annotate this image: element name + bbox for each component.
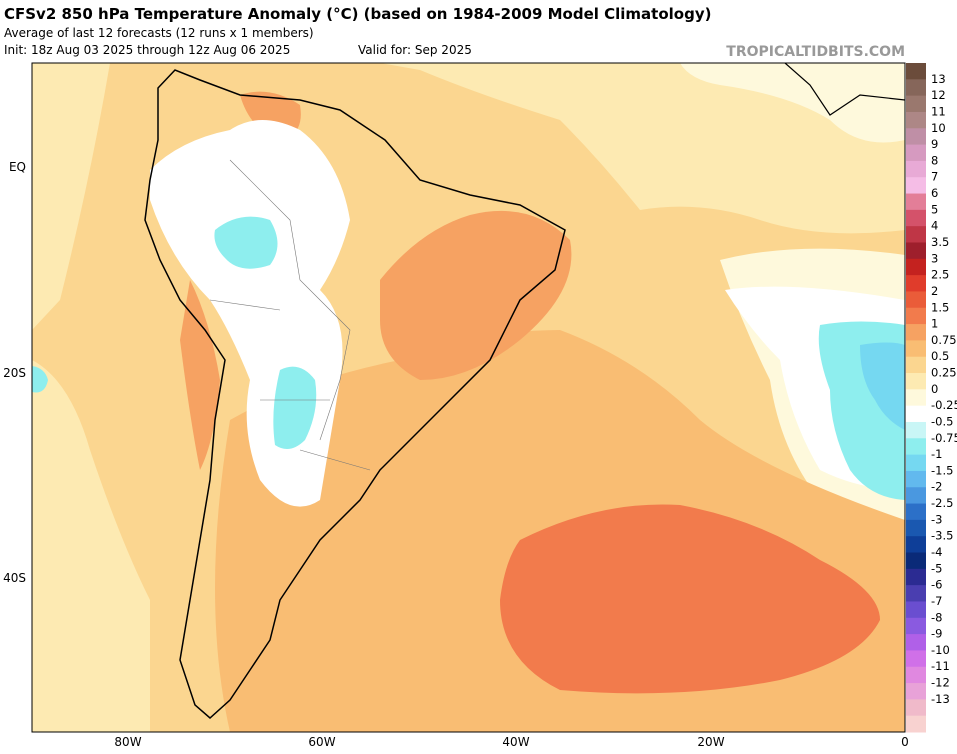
x-axis-label: 0 xyxy=(901,735,909,749)
colorbar-label: 6 xyxy=(931,186,938,200)
colorbar-swatch xyxy=(906,568,926,586)
colorbar-swatch xyxy=(906,421,926,439)
colorbar-label: 7 xyxy=(931,170,938,184)
colorbar-swatch xyxy=(906,307,926,325)
colorbar-label: -4 xyxy=(931,545,942,559)
colorbar-swatch xyxy=(906,209,926,227)
colorbar-swatch xyxy=(906,438,926,456)
colorbar-swatch xyxy=(906,356,926,374)
colorbar-swatch xyxy=(906,291,926,309)
map-frame xyxy=(31,62,906,733)
colorbar-swatch xyxy=(906,585,926,602)
colorbar-label: 5 xyxy=(931,202,938,216)
y-axis-label: 40S xyxy=(3,571,26,585)
colorbar-swatch xyxy=(906,634,926,651)
colorbar-swatch xyxy=(906,324,926,341)
colorbar-swatch xyxy=(906,683,926,700)
colorbar-label: -13 xyxy=(931,692,950,706)
colorbar-swatch xyxy=(906,63,926,80)
colorbar-label: -2 xyxy=(931,480,942,494)
colorbar-label: -0.5 xyxy=(931,414,953,428)
colorbar-label: 1.5 xyxy=(931,300,949,314)
colorbar-swatch xyxy=(906,340,926,358)
colorbar-swatch xyxy=(906,666,926,684)
colorbar-label: 11 xyxy=(931,104,946,118)
colorbar-label: 3.5 xyxy=(931,235,949,249)
colorbar-label: 0.75 xyxy=(931,333,957,347)
colorbar-label: -5 xyxy=(931,561,942,575)
colorbar-swatch xyxy=(906,275,926,292)
colorbar-label: -3.5 xyxy=(931,529,953,543)
map xyxy=(32,63,905,732)
colorbar-swatch xyxy=(906,177,926,195)
colorbar-swatch xyxy=(906,487,926,505)
valid-text: Valid for: Sep 2025 xyxy=(358,43,472,57)
colorbar-swatch xyxy=(906,144,926,162)
colorbar-swatch xyxy=(906,95,926,113)
x-axis-label: 20W xyxy=(697,735,724,749)
y-axis-label: 20S xyxy=(3,366,26,380)
colorbar-swatch xyxy=(906,519,926,537)
colorbar-label: -1 xyxy=(931,447,942,461)
colorbar-swatch xyxy=(906,405,926,423)
colorbar-swatch xyxy=(906,552,926,570)
colorbar-label: 1 xyxy=(931,317,938,331)
colorbar-swatch xyxy=(906,470,926,488)
colorbar-label: 0.25 xyxy=(931,366,957,380)
colorbar-label: -8 xyxy=(931,610,942,624)
colorbar-swatch xyxy=(906,128,926,146)
colorbar-label: -12 xyxy=(931,676,950,690)
colorbar-swatch xyxy=(906,226,926,243)
colorbar-label: -2.5 xyxy=(931,496,953,510)
colorbar-swatch xyxy=(906,389,926,407)
colorbar-swatch xyxy=(906,650,926,668)
colorbar-swatch xyxy=(906,242,926,260)
colorbar-label: 9 xyxy=(931,137,938,151)
x-axis-label: 80W xyxy=(114,735,141,749)
colorbar-swatch xyxy=(906,601,926,619)
colorbar-label: -3 xyxy=(931,512,942,526)
colorbar-label: 12 xyxy=(931,88,946,102)
colorbar-label: -0.75 xyxy=(931,431,957,445)
colorbar-swatch xyxy=(906,258,926,276)
x-axis-label: 40W xyxy=(502,735,529,749)
colorbar-label: 0.5 xyxy=(931,349,949,363)
subtitle: Average of last 12 forecasts (12 runs x … xyxy=(4,26,314,40)
y-axis-label: EQ xyxy=(9,160,26,174)
axis-labels: 80W 60W 40W 20W 0 EQ 20S 40S xyxy=(3,160,909,749)
colorbar-swatch xyxy=(906,715,926,733)
colorbar-swatch xyxy=(906,454,926,472)
colorbar-label: -7 xyxy=(931,594,942,608)
title: CFSv2 850 hPa Temperature Anomaly (°C) (… xyxy=(4,5,711,23)
colorbar-label: -6 xyxy=(931,578,942,592)
colorbar-label: -11 xyxy=(931,659,950,673)
colorbar-label: 8 xyxy=(931,153,938,167)
colorbar-swatch xyxy=(906,193,926,211)
colorbar-swatch xyxy=(906,111,926,129)
colorbar-swatch xyxy=(906,536,926,554)
colorbar-label: 3 xyxy=(931,251,938,265)
colorbar-label: -1.5 xyxy=(931,463,953,477)
colorbar-swatch xyxy=(906,373,926,390)
colorbar-label: 2.5 xyxy=(931,268,949,282)
colorbar-label: 2 xyxy=(931,284,938,298)
colorbar-label: 13 xyxy=(931,72,946,86)
colorbar: 13 12 11 10 9 8 7 6 5 4 3.5 3 2.5 2 1.5 1 0.75 0.5 0.25 0 -0… xyxy=(906,63,957,733)
colorbar-label: -0.25 xyxy=(931,398,957,412)
colorbar-label: -10 xyxy=(931,643,950,657)
colorbar-label: 10 xyxy=(931,121,946,135)
credit: TROPICALTIDBITS.COM xyxy=(726,44,905,60)
colorbar-swatch xyxy=(906,699,926,717)
colorbar-label: -9 xyxy=(931,627,942,641)
colorbar-swatch xyxy=(906,503,926,521)
colorbar-label: 0 xyxy=(931,382,938,396)
colorbar-swatch xyxy=(906,160,926,178)
x-axis-label: 60W xyxy=(308,735,335,749)
colorbar-label: 4 xyxy=(931,219,938,233)
init-text: Init: 18z Aug 03 2025 through 12z Aug 06… xyxy=(4,43,290,57)
colorbar-swatch xyxy=(906,79,926,97)
colorbar-swatch xyxy=(906,617,926,635)
